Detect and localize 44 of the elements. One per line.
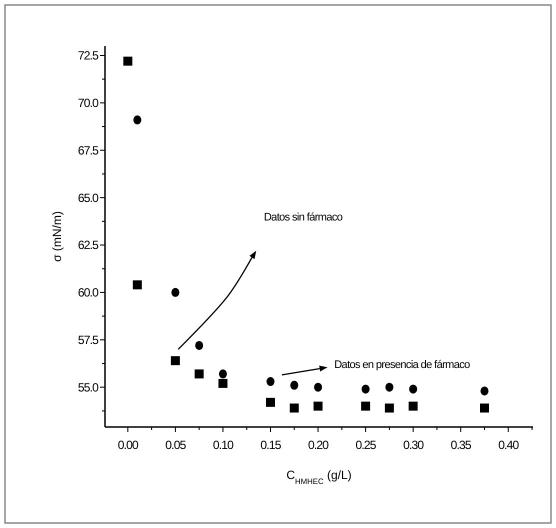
point	[171, 288, 180, 297]
x-tick-label: 0.30	[403, 438, 424, 452]
point	[385, 382, 394, 392]
x-tick-label: 0.40	[498, 438, 520, 452]
y-tick-label: 62.5	[78, 238, 100, 252]
y-tick-label: 72.5	[78, 48, 100, 63]
x-axis-title: C$_{HMHEC}$ (g/L)	[286, 468, 352, 486]
y-tick-label: 57.5	[78, 333, 100, 348]
point	[480, 404, 489, 413]
point	[480, 386, 488, 396]
point	[123, 56, 132, 66]
point	[266, 377, 274, 386]
point	[314, 382, 322, 392]
x-tick-label: 0.20	[308, 438, 330, 452]
point	[362, 384, 370, 394]
point	[361, 402, 370, 411]
x-tick-label: 0.05	[165, 438, 187, 452]
y-tick-label: 70.0	[78, 96, 100, 110]
y-tick-label: 67.5	[78, 143, 100, 158]
y-tick-label: 65.0	[78, 190, 100, 205]
x-tick-label: 0.35	[450, 438, 472, 452]
y-axis-title: σ (mN/m)	[50, 211, 64, 262]
point	[133, 115, 142, 124]
x-tick-label: 0.25	[356, 438, 377, 452]
point	[290, 380, 298, 390]
point	[266, 398, 275, 407]
y-tick-label: 60.0	[78, 286, 100, 300]
point	[218, 378, 228, 388]
x-tick-label: 0.00	[118, 438, 140, 452]
point	[314, 402, 323, 411]
point	[384, 404, 394, 413]
annotation: Datos en presencia de fármaco	[334, 359, 470, 372]
annotation: Datos sin fármaco	[264, 211, 343, 224]
point	[194, 369, 204, 378]
point	[290, 404, 299, 413]
y-tick-label: 55.0	[78, 380, 100, 394]
point	[170, 356, 180, 366]
point	[195, 340, 204, 350]
point	[218, 369, 227, 378]
point	[409, 384, 418, 394]
point	[408, 402, 418, 411]
x-tick-label: 0.15	[260, 438, 282, 452]
point	[132, 280, 142, 290]
x-tick-label: 0.10	[212, 438, 234, 452]
